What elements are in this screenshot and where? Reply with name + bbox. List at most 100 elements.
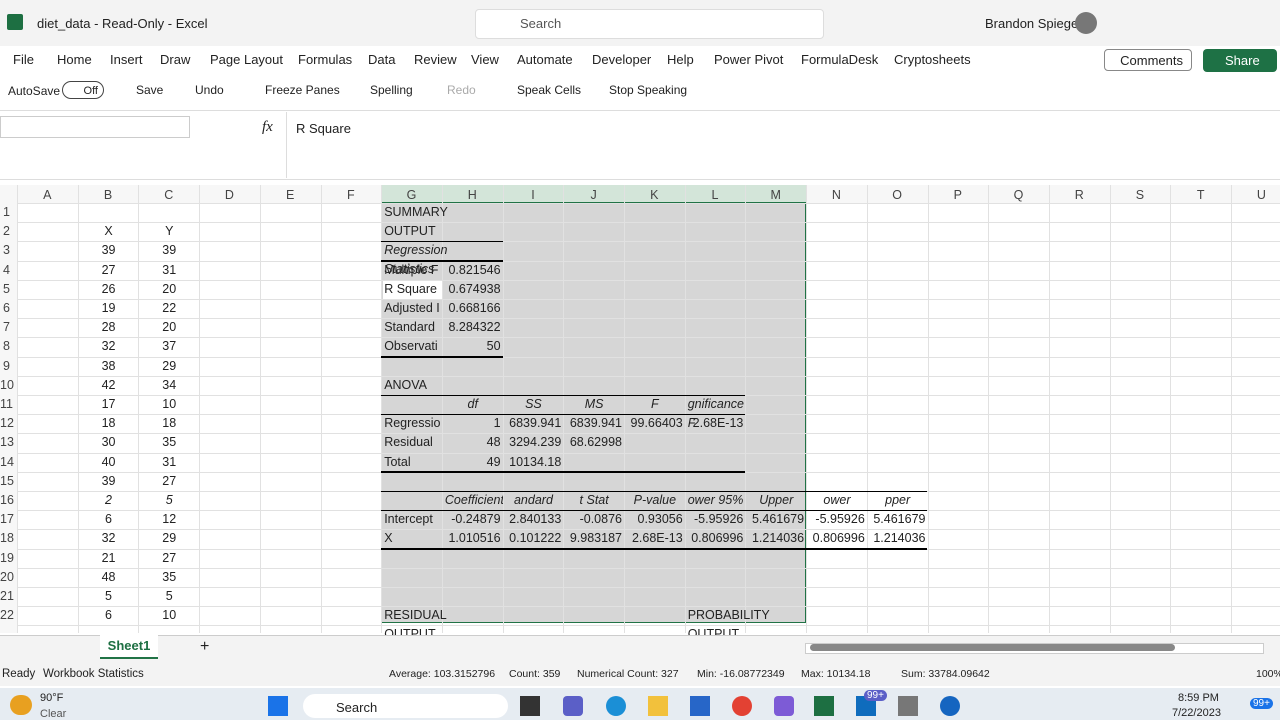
cell[interactable]: Y [165, 224, 174, 239]
row-header[interactable]: 10 [0, 377, 14, 392]
cell[interactable]: SUMMARY OUTPUT [384, 205, 448, 238]
cell[interactable]: 6839.941 [509, 416, 562, 431]
cell[interactable]: 49 [486, 454, 501, 469]
cell[interactable]: 48 [101, 569, 116, 584]
column-header[interactable]: S [1135, 188, 1145, 202]
cell[interactable]: Regressio [384, 416, 441, 431]
row-header[interactable]: 20 [0, 569, 14, 584]
row-header[interactable]: 6 [3, 301, 10, 315]
start-button[interactable] [268, 696, 288, 716]
toolbar-button[interactable]: Spelling [370, 83, 413, 97]
cell[interactable]: P-value [633, 493, 677, 507]
cell[interactable]: 12 [162, 512, 177, 527]
cell[interactable]: SS [525, 397, 542, 411]
ribbon-tab[interactable]: Insert [110, 52, 143, 67]
app-icon[interactable] [690, 696, 710, 716]
cell[interactable]: 31 [162, 262, 177, 277]
cell[interactable]: 42 [101, 377, 116, 392]
app-icon[interactable] [520, 696, 540, 716]
row-header[interactable]: 4 [3, 262, 10, 277]
notification-badge[interactable]: 99+ [1250, 698, 1273, 709]
cell[interactable]: 1.010516 [448, 531, 501, 546]
app-icon[interactable] [648, 696, 668, 716]
cell[interactable]: 48 [486, 435, 501, 450]
row-header[interactable]: 16 [0, 493, 14, 507]
cell[interactable]: t Stat [579, 493, 609, 507]
app-icon[interactable] [856, 696, 876, 716]
cell[interactable]: Multiple F [384, 262, 439, 277]
column-header[interactable]: J [590, 188, 597, 202]
column-header[interactable]: L [711, 188, 719, 202]
cell[interactable]: 68.62998 [569, 435, 622, 450]
toolbar-button[interactable]: Stop Speaking [609, 83, 688, 97]
app-icon[interactable] [563, 696, 583, 716]
ribbon-tab[interactable]: Developer [592, 52, 652, 67]
cell[interactable]: Upper 95% [759, 493, 794, 507]
ribbon-tab[interactable]: Formulas [298, 52, 353, 67]
cell[interactable]: Residual [384, 435, 433, 450]
ribbon-tab[interactable]: File [13, 52, 34, 67]
cell[interactable]: 5 [165, 493, 173, 507]
cell[interactable]: 32 [101, 339, 116, 354]
row-header[interactable]: 21 [0, 589, 14, 603]
column-header[interactable]: U [1256, 188, 1266, 202]
sheet-tab[interactable]: Sheet1 [100, 635, 158, 659]
row-header[interactable]: 2 [3, 224, 10, 239]
autosave-toggle[interactable]: Off [62, 81, 104, 99]
cell[interactable]: -0.24879 [451, 512, 501, 527]
cell[interactable]: 31 [162, 454, 177, 469]
column-header[interactable]: N [831, 188, 841, 202]
cell[interactable]: 0.821546 [448, 262, 501, 277]
row-header[interactable]: 7 [3, 320, 10, 335]
cell[interactable]: pper 95.0% [885, 493, 911, 507]
cell[interactable]: ANOVA [384, 377, 428, 392]
row-header[interactable]: 14 [0, 454, 14, 469]
toolbar-button[interactable]: Redo [447, 83, 476, 97]
app-icon[interactable] [732, 696, 752, 716]
cell[interactable]: 20 [162, 320, 177, 335]
ribbon-tab[interactable]: View [471, 52, 499, 67]
cell[interactable]: 21 [101, 550, 116, 565]
row-header[interactable]: 3 [3, 243, 10, 258]
cell[interactable]: 1.214036 [751, 531, 805, 546]
ribbon-tab[interactable]: FormulaDesk [801, 52, 879, 67]
cell[interactable]: 27 [162, 473, 177, 488]
cell[interactable]: 29 [162, 531, 177, 546]
row-header[interactable]: 5 [3, 281, 10, 296]
cell[interactable]: 0.806996 [691, 531, 744, 546]
column-header[interactable]: T [1196, 188, 1205, 202]
cell[interactable]: 10 [162, 397, 177, 411]
cell[interactable]: R Square [384, 281, 437, 296]
toolbar-button[interactable]: Undo [195, 83, 224, 97]
row-header[interactable]: 8 [3, 339, 10, 354]
scroll-thumb[interactable] [810, 644, 1175, 651]
app-icon[interactable] [774, 696, 794, 716]
taskbar-search-text[interactable]: Search [336, 700, 378, 715]
column-header[interactable]: C [164, 188, 174, 202]
column-header[interactable]: D [224, 188, 234, 202]
cell[interactable]: 9.983187 [569, 531, 622, 546]
row-header[interactable]: 11 [0, 397, 13, 411]
cell[interactable]: 5.461679 [873, 512, 926, 527]
cell[interactable]: 18 [101, 416, 116, 431]
column-header[interactable]: F [347, 188, 355, 202]
ribbon-tab[interactable]: Data [368, 52, 396, 67]
cell[interactable]: 1.214036 [873, 531, 926, 546]
cell[interactable]: ower 95.0% [823, 493, 851, 507]
cell[interactable]: 50 [486, 339, 501, 354]
cell[interactable]: 0.668166 [448, 301, 501, 315]
column-header[interactable]: H [467, 188, 477, 202]
column-header[interactable]: G [406, 188, 417, 202]
cell[interactable]: df [467, 397, 478, 411]
cell[interactable]: 39 [162, 243, 177, 258]
cell[interactable]: gnificance F [687, 397, 744, 430]
cell[interactable]: Observati [384, 339, 438, 354]
cell[interactable]: 29 [162, 358, 177, 373]
cell[interactable]: 1 [493, 416, 501, 431]
cell[interactable]: 35 [162, 569, 177, 584]
column-header[interactable]: Q [1013, 188, 1024, 202]
cell[interactable]: Coefficient [444, 493, 503, 507]
cell[interactable]: 2 [105, 493, 112, 507]
row-header[interactable]: 18 [0, 531, 14, 546]
app-icon[interactable] [606, 696, 626, 716]
